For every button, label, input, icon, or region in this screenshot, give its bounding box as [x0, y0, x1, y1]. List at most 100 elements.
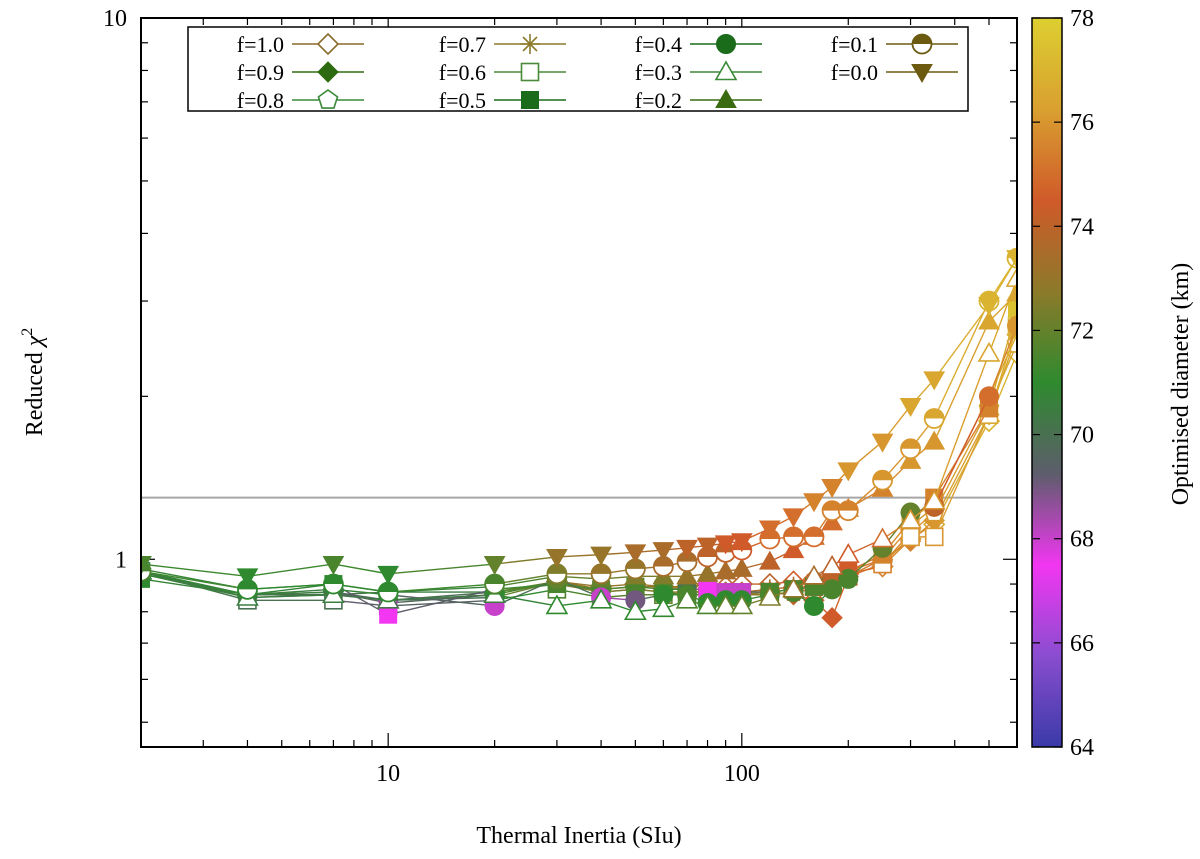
- data-point: [978, 310, 1000, 330]
- data-point: [802, 564, 826, 585]
- series-line-segment: [388, 599, 495, 607]
- legend-label: f=0.3: [635, 60, 682, 85]
- data-point: [377, 565, 400, 585]
- y-axis-label-exponent: 2: [19, 328, 36, 336]
- y-tick-label: 10: [103, 6, 127, 32]
- data-point: [803, 526, 825, 548]
- legend-label: f=0.8: [237, 88, 284, 113]
- series-line-segment: [556, 553, 602, 558]
- legend-marker: [316, 32, 340, 56]
- data-point: [624, 558, 646, 580]
- data-point: [676, 565, 698, 585]
- x-tick-label: 100: [724, 761, 760, 787]
- y-tick-labels: 1 10: [103, 6, 127, 573]
- legend-marker: [521, 91, 539, 109]
- series-line-segment: [247, 563, 334, 578]
- series-line-segment: [933, 408, 990, 513]
- series-line-segment: [247, 583, 334, 591]
- data-point: [758, 550, 781, 570]
- data-point: [730, 533, 753, 553]
- series-line-segment: [141, 578, 248, 596]
- series-line-segment: [933, 414, 990, 538]
- data-point: [900, 438, 921, 460]
- data-point: [652, 556, 674, 577]
- series-f-0-5: [141, 299, 1017, 624]
- data-point: [696, 594, 719, 615]
- series-line-segment: [388, 563, 495, 575]
- y-tick-label: 1: [115, 547, 127, 573]
- colorbar-tick-label: 72: [1070, 318, 1094, 344]
- data-point: [821, 511, 843, 531]
- data-point: [901, 527, 920, 547]
- series-f-0-8: [141, 332, 1017, 612]
- plot-frame: [140, 17, 1018, 748]
- data-point: [804, 595, 825, 616]
- legend-marker: [911, 64, 933, 84]
- data-point: [696, 537, 719, 557]
- legend-label: f=0.9: [237, 60, 284, 85]
- legend-label: f=1.0: [237, 32, 284, 57]
- legend: f=1.0 f=0.9 f=0.8 f=0.7 f=0.6 f=0.5 f=0.4 f=0.3…: [187, 26, 969, 113]
- data-point: [651, 597, 675, 618]
- data-point: [675, 588, 699, 609]
- legend-entry: f=0.2: [635, 88, 762, 113]
- legend-entry: f=0.4: [635, 32, 762, 57]
- data-point: [821, 500, 843, 522]
- data-point: [1006, 282, 1017, 302]
- colorbar-tick-label: 78: [1070, 6, 1094, 32]
- data-point: [1008, 299, 1017, 318]
- data-point: [377, 581, 399, 603]
- legend-marker: [714, 60, 738, 81]
- legend-entry: f=0.0: [831, 60, 958, 85]
- data-point: [838, 568, 859, 589]
- legend-marker: [317, 61, 339, 83]
- legend-entry: f=0.8: [237, 88, 364, 113]
- series-f-0-0: [141, 250, 1017, 588]
- data-point: [899, 449, 922, 469]
- data-point: [322, 556, 345, 576]
- data-point: [923, 430, 946, 450]
- data-point: [923, 408, 945, 429]
- series-layer: [141, 247, 1017, 629]
- series-f-0-6: [141, 316, 1017, 616]
- y-axis-label-symbol: χ: [22, 334, 48, 348]
- data-point: [714, 594, 738, 615]
- colorbar-tick-label: 74: [1070, 214, 1094, 240]
- legend-entry: f=0.5: [439, 88, 566, 113]
- data-point: [837, 462, 860, 482]
- data-point: [871, 433, 894, 453]
- series-f-1-0: [141, 342, 1017, 606]
- legend-label: f=0.2: [635, 88, 682, 113]
- data-point: [379, 605, 398, 624]
- data-point: [1006, 250, 1017, 270]
- series-line-segment: [388, 594, 495, 601]
- data-point: [837, 500, 859, 522]
- data-point: [545, 594, 569, 615]
- series-line-segment: [247, 594, 334, 599]
- legend-label: f=0.1: [831, 32, 878, 57]
- data-point: [899, 508, 922, 529]
- data-point: [589, 588, 613, 609]
- series-f-0-4: [141, 315, 1017, 616]
- series-line-segment: [141, 570, 248, 599]
- series-line-segment: [494, 573, 558, 585]
- data-point: [236, 568, 259, 588]
- series-line-segment: [988, 325, 1017, 397]
- data-point: [323, 573, 344, 595]
- data-point: [730, 594, 754, 615]
- data-point: [803, 493, 825, 513]
- data-point: [782, 508, 805, 528]
- series-line-segment: [494, 575, 558, 588]
- series-line-segment: [141, 563, 248, 578]
- data-point: [872, 469, 893, 491]
- data-point: [822, 579, 843, 600]
- data-point: [758, 520, 781, 540]
- series-line-segment: [933, 353, 990, 502]
- data-point: [714, 560, 737, 580]
- colorbar-tick-label: 66: [1070, 631, 1094, 657]
- data-point: [783, 526, 804, 548]
- series-line-segment: [494, 556, 557, 565]
- colorbar: [1031, 17, 1063, 748]
- data-point: [141, 556, 152, 576]
- colorbar-label: Optimised diameter (km): [1168, 263, 1194, 506]
